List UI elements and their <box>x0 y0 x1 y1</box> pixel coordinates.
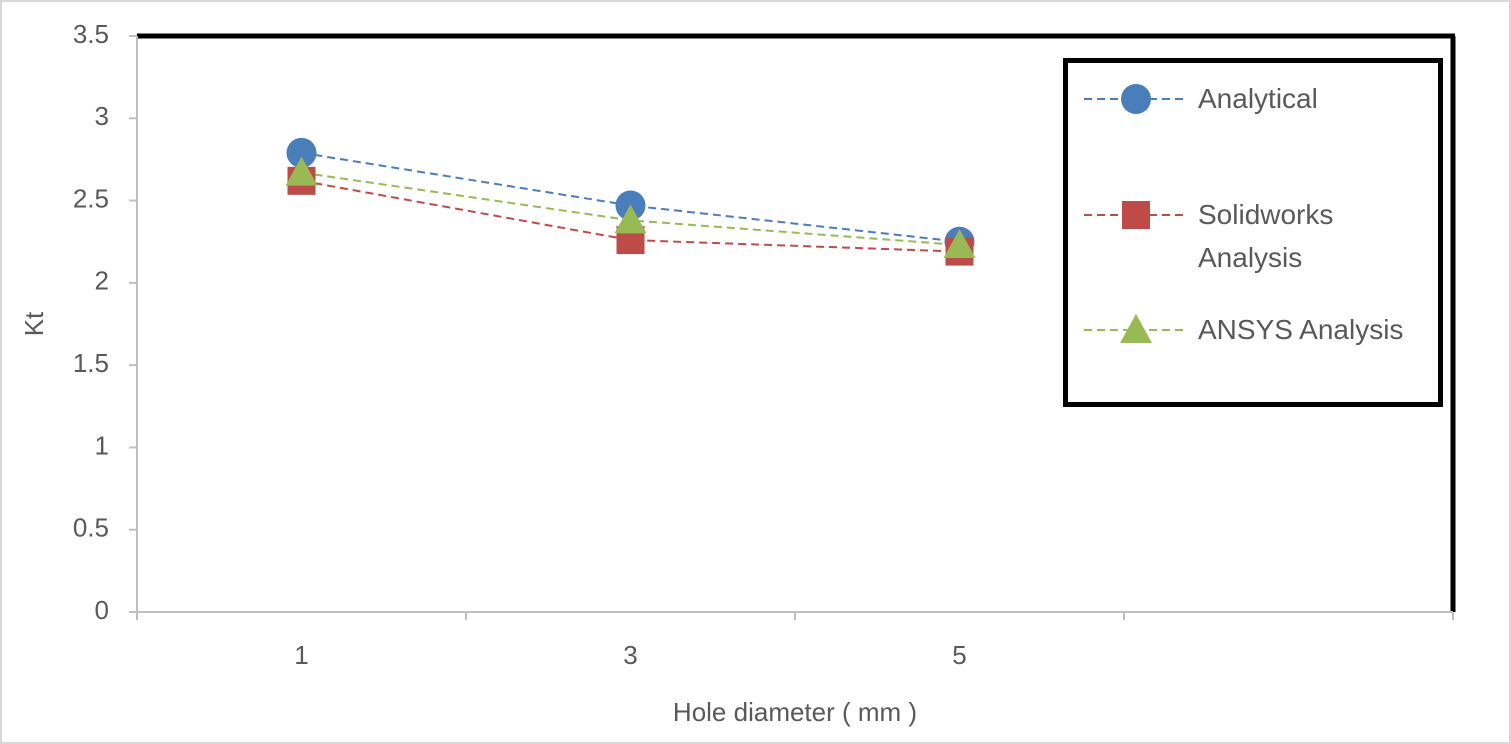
x-tick-label: 1 <box>294 640 308 670</box>
y-tick-label: 0.5 <box>73 513 109 543</box>
x-tick-label: 3 <box>623 640 637 670</box>
marker <box>943 229 976 259</box>
x-axis-label: Hole diameter ( mm ) <box>673 697 917 727</box>
marker <box>286 137 317 168</box>
series-line <box>301 179 960 253</box>
y-tick-label: 2 <box>95 266 109 296</box>
legend-entry: ANSYS Analysis <box>1080 308 1433 351</box>
legend-swatch <box>1084 84 1188 114</box>
y-tick-label: 1.5 <box>73 348 109 378</box>
marker <box>1122 201 1150 229</box>
legend: Analytical Solidworks Analysis ANSYS Analy… <box>1063 58 1443 407</box>
legend-label: Solidworks Analysis <box>1198 199 1334 273</box>
y-tick-label: 0 <box>95 595 109 625</box>
marker <box>614 204 647 234</box>
legend-swatch <box>1084 314 1188 343</box>
legend-swatch <box>1084 201 1188 229</box>
marker <box>1121 84 1151 114</box>
y-tick-label: 1 <box>95 430 109 460</box>
legend-label: ANSYS Analysis <box>1198 314 1404 345</box>
y-tick-label: 2.5 <box>73 183 109 213</box>
y-tick-label: 3.5 <box>73 19 109 49</box>
legend-label: Analytical <box>1198 83 1318 114</box>
series-line <box>301 151 960 243</box>
legend-entry: Analytical <box>1080 77 1433 120</box>
marker <box>1120 314 1152 343</box>
marker <box>285 156 318 186</box>
x-tick-label: 5 <box>952 640 966 670</box>
y-tick-label: 3 <box>95 101 109 131</box>
y-axis-label: Kt <box>19 311 49 336</box>
legend-entry: Solidworks Analysis <box>1080 193 1433 279</box>
